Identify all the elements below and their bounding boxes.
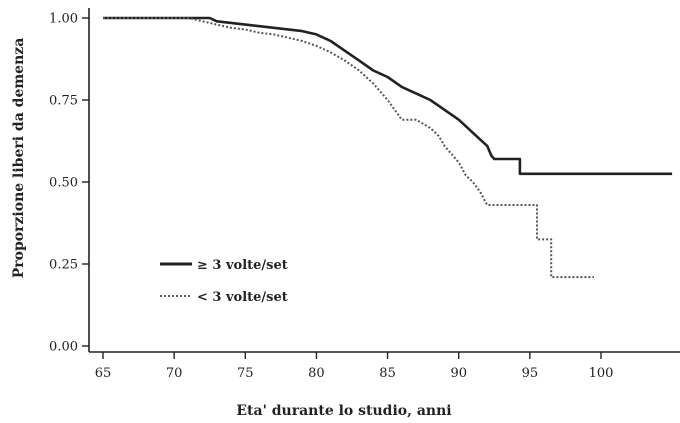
- series-layer: [103, 16, 673, 279]
- x-tick-label-85: 85: [379, 366, 396, 381]
- x-tick-label-80: 80: [308, 366, 325, 381]
- y-ticks: 0.00 0.25 0.50 0.75 1.00: [49, 12, 89, 355]
- y-tick-label-0: 0.00: [49, 340, 78, 355]
- y-axis-title: Proporzione liberi da demenza: [11, 38, 27, 279]
- y-tick-label-4: 1.00: [49, 12, 78, 27]
- x-tick-label-70: 70: [166, 366, 183, 381]
- legend: ≥ 3 volte/set < 3 volte/set: [160, 258, 288, 305]
- y-tick-label-1: 0.25: [49, 258, 78, 273]
- x-tick-label-65: 65: [95, 366, 112, 381]
- y-tick-label-2: 0.50: [49, 176, 78, 191]
- x-axis-title: Eta' durante lo studio, anni: [236, 403, 451, 419]
- series-line-2: [103, 17, 594, 279]
- series-line-1: [103, 16, 673, 176]
- legend-label-series-1: ≥ 3 volte/set: [197, 258, 288, 273]
- legend-label-series-2: < 3 volte/set: [197, 290, 288, 305]
- y-tick-label-3: 0.75: [49, 94, 78, 109]
- x-ticks: 65 70 75 80 85 90 95 100: [95, 352, 614, 381]
- axes: [88, 8, 680, 353]
- x-tick-label-90: 90: [450, 366, 467, 381]
- x-tick-label-95: 95: [522, 366, 539, 381]
- x-tick-label-75: 75: [237, 366, 254, 381]
- x-tick-label-100: 100: [589, 366, 614, 381]
